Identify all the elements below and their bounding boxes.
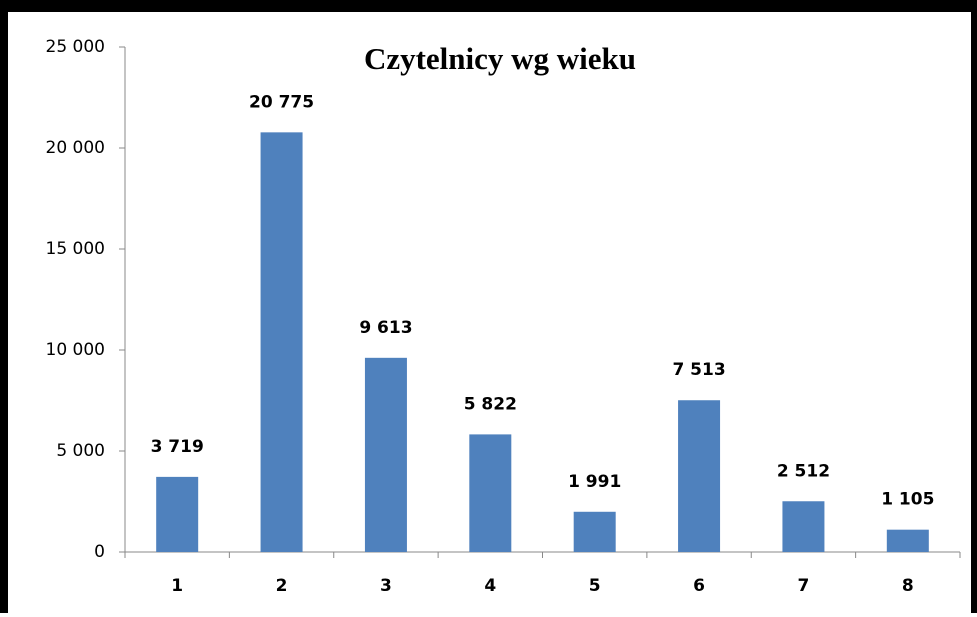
x-tick-label: 6 <box>693 576 705 596</box>
y-tick-label: 15 000 <box>46 239 105 259</box>
data-label: 2 512 <box>777 461 830 481</box>
x-tick-label: 8 <box>902 576 914 596</box>
x-tick-label: 4 <box>484 576 496 596</box>
x-tick-label: 5 <box>589 576 601 596</box>
y-tick-label: 20 000 <box>46 138 105 158</box>
chart-title: Czytelnicy wg wieku <box>364 41 636 76</box>
y-tick-label: 0 <box>94 542 105 562</box>
y-tick-label: 25 000 <box>46 37 105 57</box>
y-tick-label: 5 000 <box>56 441 105 461</box>
bar <box>573 511 616 552</box>
bar <box>364 357 407 552</box>
data-label: 20 775 <box>249 92 314 112</box>
bar <box>886 529 929 552</box>
y-tick-label: 10 000 <box>46 340 105 360</box>
data-label: 1 991 <box>568 472 621 492</box>
bar <box>156 476 199 552</box>
data-label: 5 822 <box>464 394 517 414</box>
data-label: 1 105 <box>881 490 934 510</box>
x-tick-label: 2 <box>276 576 288 596</box>
bar <box>678 400 721 552</box>
bar <box>260 132 303 552</box>
bar <box>469 434 512 552</box>
data-label: 3 719 <box>151 437 204 457</box>
x-tick-label: 1 <box>171 576 183 596</box>
data-label: 7 513 <box>672 360 725 380</box>
x-tick-label: 3 <box>380 576 392 596</box>
bar <box>782 501 825 552</box>
x-tick-label: 7 <box>798 576 810 596</box>
data-label: 9 613 <box>359 318 412 338</box>
